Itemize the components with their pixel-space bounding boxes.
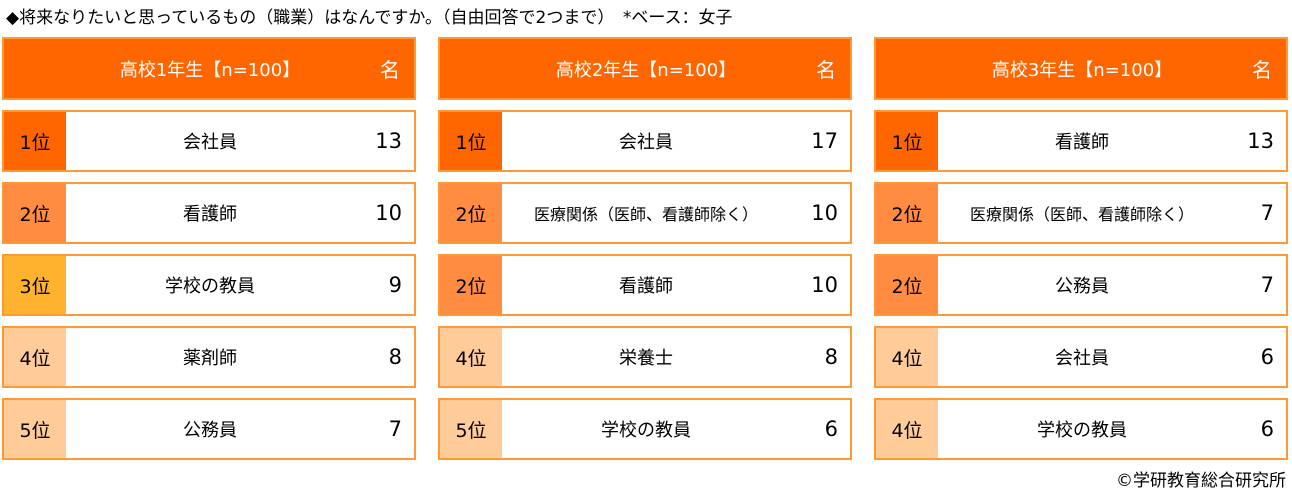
table-row: 4位 薬剤師 8 (2, 326, 416, 388)
table-row: 4位 学校の教員 6 (874, 398, 1288, 460)
table-row: 5位 公務員 7 (2, 398, 416, 460)
job-cell: 薬剤師 (183, 348, 237, 369)
rank-cell: 2位 (440, 256, 502, 314)
count-cell: 9 (388, 273, 402, 297)
table-row: 2位 看護師 10 (438, 254, 852, 316)
ranking-panel: 高校3年生【n=100】名 1位 看護師 13 2位 医療関係（医師、看護師除く） 7 2位公… (874, 37, 1288, 460)
unit-label: 名 (1252, 58, 1272, 82)
rank-cell: 1位 (876, 112, 938, 170)
rank-cell: 4位 (440, 328, 502, 386)
count-cell: 6 (1260, 417, 1274, 441)
count-cell: 6 (824, 417, 838, 441)
table-row: 2位 医療関係（医師、看護師除く） 10 (438, 182, 852, 244)
rank-cell: 3位 (4, 256, 66, 314)
unit-label: 名 (380, 58, 400, 82)
count-cell: 7 (1260, 273, 1274, 297)
count-cell: 10 (811, 201, 838, 225)
grade-label: 高校1年生【n=100】 (119, 59, 301, 81)
job-cell: 学校の教員 (601, 420, 691, 441)
rank-cell: 2位 (876, 184, 938, 242)
job-cell: 会社員 (183, 132, 237, 153)
count-cell: 7 (1260, 201, 1274, 225)
rank-cell: 1位 (4, 112, 66, 170)
ranking-panel: 高校1年生【n=100】 名 1位 会社員 13 2位 看護師 10 3位 学校の教員 9 4位 薬剤師… (2, 37, 416, 460)
rank-cell: 2位 (440, 184, 502, 242)
count-cell: 10 (811, 273, 838, 297)
ranking-panel: 高校2年生【n=100】名 1位 会社員 17 2位 医療関係（医師、看護師除く） 10 2位… (438, 37, 852, 460)
job-cell: 会社員 (619, 132, 673, 153)
job-cell: 看護師 (183, 204, 237, 225)
count-cell: 10 (375, 201, 402, 225)
rank-cell: 2位 (4, 184, 66, 242)
job-cell: 看護師 (619, 276, 673, 297)
table-row: 2位 医療関係（医師、看護師除く） 7 (874, 182, 1288, 244)
count-cell: 8 (824, 345, 838, 369)
job-cell: 学校の教員 (165, 276, 255, 297)
panel-header: 高校2年生【n=100】 名 (438, 37, 852, 100)
table-row: 1位 会社員 17 (438, 110, 852, 172)
table-row: 1位 会社員 13 (2, 110, 416, 172)
job-cell: 看護師 (1055, 132, 1109, 153)
count-cell: 6 (1260, 345, 1274, 369)
table-row: 5位 学校の教員 6 (438, 398, 852, 460)
job-cell: 医療関係（医師、看護師除く） (533, 205, 758, 224)
count-cell: 7 (388, 417, 402, 441)
table-row: 2位 看護師 10 (2, 182, 416, 244)
count-cell: 13 (1247, 129, 1274, 153)
rank-cell: 5位 (4, 400, 66, 458)
copyright: ©学研教育総合研究所 (1116, 471, 1286, 491)
count-cell: 13 (375, 129, 402, 153)
rank-cell: 4位 (876, 400, 938, 458)
grade-label: 高校3年生【n=100】 (991, 59, 1173, 81)
table-row: 1位 看護師 13 (874, 110, 1288, 172)
table-row: 3位 学校の教員 9 (2, 254, 416, 316)
job-cell: 学校の教員 (1037, 420, 1127, 441)
panel-header: 高校1年生【n=100】 名 (2, 37, 416, 100)
unit-label: 名 (816, 58, 836, 82)
rank-cell: 4位 (4, 328, 66, 386)
job-cell: 会社員 (1055, 348, 1109, 369)
table-row: 2位 公務員 7 (874, 254, 1288, 316)
table-row: 4位 栄養士 8 (438, 326, 852, 388)
count-cell: 8 (388, 345, 402, 369)
page-title: ◆将来なりたいと思っているもの（職業）はなんですか。（自由回答で2つまで） *ベ… (6, 8, 733, 28)
job-cell: 医療関係（医師、看護師除く） (969, 205, 1194, 224)
rank-cell: 5位 (440, 400, 502, 458)
rank-cell: 4位 (876, 328, 938, 386)
table-row: 4位 会社員 6 (874, 326, 1288, 388)
count-cell: 17 (811, 129, 838, 153)
job-cell: 公務員 (1055, 276, 1109, 297)
job-cell: 栄養士 (619, 348, 673, 369)
grade-label: 高校2年生【n=100】 (555, 59, 737, 81)
panel-header: 高校3年生【n=100】 名 (874, 37, 1288, 100)
job-cell: 公務員 (183, 420, 237, 441)
rank-cell: 1位 (440, 112, 502, 170)
rank-cell: 2位 (876, 256, 938, 314)
